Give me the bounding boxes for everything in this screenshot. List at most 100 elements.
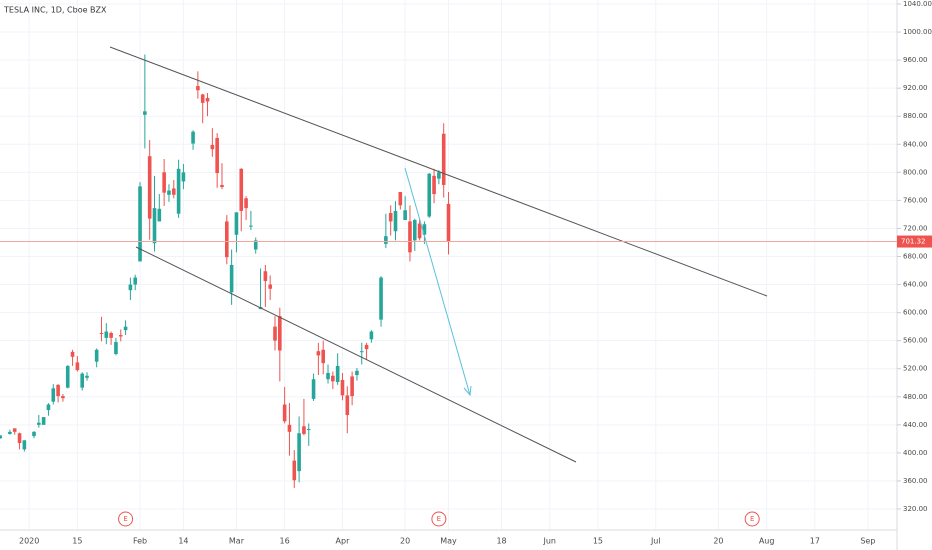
candle-body — [437, 172, 441, 179]
x-tick-label: 2020 — [19, 537, 39, 546]
candle-body — [278, 316, 282, 351]
candle-body — [331, 375, 335, 382]
x-tick-label: 15 — [593, 537, 603, 546]
candle-body — [345, 395, 350, 416]
candle-body — [432, 175, 436, 195]
candle-body — [263, 271, 268, 282]
earnings-marker — [431, 511, 447, 527]
candle-body — [220, 184, 224, 188]
y-tick-label: 360.00 — [903, 477, 928, 485]
x-tick-label: Feb — [133, 537, 147, 546]
candle-body — [128, 284, 133, 291]
candle-body — [355, 370, 359, 376]
candle-body — [61, 396, 65, 399]
x-tick-label: 15 — [72, 537, 82, 546]
candle-body — [191, 131, 195, 144]
candle-body — [123, 326, 128, 331]
candle-body — [408, 221, 412, 253]
candle-body — [422, 224, 427, 235]
chart-title: TESLA INC, 1D, Cboe BZX — [3, 6, 107, 15]
candle-body — [99, 332, 104, 334]
candle-body — [56, 384, 60, 397]
y-tick-label: 800.00 — [903, 168, 928, 176]
candle-body — [12, 428, 17, 432]
x-tick-label: 18 — [496, 537, 506, 546]
candle-body — [311, 379, 316, 399]
candle-body — [292, 460, 297, 481]
candle-body — [176, 168, 181, 214]
candle-body — [41, 417, 46, 425]
candle-body — [239, 168, 244, 211]
candle-body — [340, 379, 345, 396]
candle-body — [143, 111, 147, 115]
candle-body — [114, 342, 118, 354]
candle-body — [104, 331, 109, 338]
y-tick-label: 760.00 — [903, 196, 928, 204]
x-tick-label: Aug — [759, 537, 775, 546]
x-tick-label: Sep — [860, 537, 875, 546]
candle-body — [70, 351, 75, 357]
candle-body — [8, 431, 12, 434]
candle-body — [225, 221, 229, 258]
x-tick-label: 20 — [713, 537, 723, 546]
earnings-marker — [118, 511, 134, 527]
y-tick-label: 840.00 — [903, 140, 928, 148]
x-tick-label: Apr — [336, 537, 351, 546]
earnings-label: E — [437, 515, 441, 523]
candle-body — [215, 137, 219, 174]
candle-body — [234, 212, 239, 235]
candle-body — [138, 186, 142, 262]
y-tick-label: 960.00 — [903, 56, 928, 64]
y-tick-label: 720.00 — [903, 224, 928, 232]
lower-trendline — [135, 246, 577, 463]
candle-body — [109, 332, 113, 338]
candle-body — [335, 365, 340, 383]
candle-body — [147, 156, 152, 219]
candle-body — [321, 349, 325, 364]
earnings-label: E — [750, 515, 754, 523]
candle-body — [17, 433, 22, 444]
candle-body — [80, 373, 84, 388]
candle-body — [133, 277, 138, 285]
candle-body — [297, 433, 301, 472]
candle-body — [32, 431, 36, 437]
candle-body — [75, 362, 80, 371]
candle-body — [350, 376, 354, 397]
candle-body — [302, 426, 306, 434]
candle-body — [51, 388, 56, 402]
candle-body — [118, 335, 123, 337]
candle-body — [427, 173, 432, 217]
current-price-box — [897, 235, 932, 248]
candle-body — [446, 203, 451, 242]
candle-body — [152, 208, 157, 244]
candle-body — [369, 331, 374, 340]
y-tick-label: 480.00 — [903, 393, 928, 401]
candle-body — [94, 349, 99, 362]
x-tick-label: 14 — [178, 537, 188, 546]
candle-body — [403, 210, 407, 221]
x-tick-label: 20 — [400, 537, 410, 546]
candle-body — [273, 326, 277, 341]
candle-body — [181, 172, 186, 182]
y-tick-label: 920.00 — [903, 84, 928, 92]
y-tick-label: 320.00 — [903, 505, 928, 513]
candle-body — [393, 210, 398, 232]
candle-body — [364, 344, 369, 350]
earnings-label: E — [123, 515, 127, 523]
candle-body — [22, 440, 27, 450]
current-price-label: 701.32 — [901, 238, 926, 246]
x-tick-label: Jul — [650, 537, 661, 546]
earnings-marker — [744, 511, 760, 527]
candle-body — [412, 220, 417, 241]
candle-body — [398, 191, 403, 206]
candle-body — [384, 236, 388, 244]
y-tick-label: 880.00 — [903, 112, 928, 120]
x-tick-label: 16 — [280, 537, 290, 546]
candle-body — [249, 225, 253, 227]
forecast-arrow — [404, 167, 471, 396]
y-tick-label: 680.00 — [903, 253, 928, 261]
y-tick-label: 1040.00 — [903, 0, 932, 8]
candle-body — [282, 404, 287, 422]
